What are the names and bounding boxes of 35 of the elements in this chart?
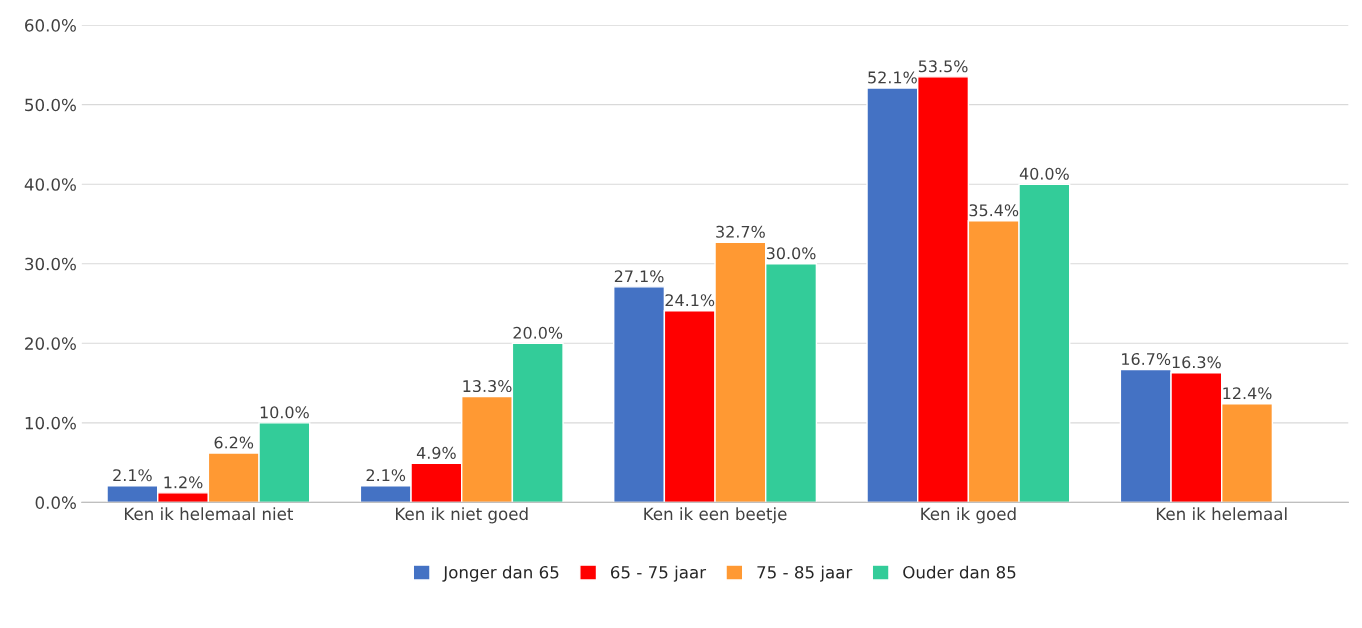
data-label: 13.3% (463, 380, 512, 393)
data-label: 6.2% (214, 436, 254, 449)
y-tick-label: 10.0% (25, 416, 76, 430)
y-tick-label: 20.0% (25, 337, 76, 350)
data-label: 2.1% (366, 469, 406, 482)
y-tick-label: 30.0% (25, 257, 76, 271)
data-label: 2.1% (113, 469, 152, 482)
data-label: 16.3% (1172, 356, 1221, 369)
data-label: 4.9% (416, 446, 456, 459)
x-tick-label: Ken ik niet goed (396, 507, 528, 524)
x-tick-label: Ken ik een beetje (644, 507, 787, 524)
data-label: 16.7% (1122, 352, 1171, 366)
y-tick-label: 40.0% (24, 178, 76, 191)
data-label: 53.5% (918, 60, 968, 73)
x-tick-label: Ken ik helemaal (1156, 507, 1287, 521)
legend-label: Jonger dan 65 (442, 565, 559, 582)
data-label: 27.1% (614, 270, 664, 283)
data-label: 35.4% (969, 204, 1019, 217)
x-tick-label: Ken ik goed (921, 507, 1016, 524)
data-label: 12.4% (1223, 387, 1272, 400)
data-label: 20.0% (513, 326, 563, 339)
x-tick-label: Ken ik helemaal niet (124, 507, 294, 521)
legend-label: Ouder dan 85 (903, 565, 1016, 579)
y-tick-label: 60.0% (25, 19, 76, 32)
data-label: 40.0% (1019, 167, 1069, 180)
y-tick-label: 0.0% (35, 496, 76, 509)
data-label: 10.0% (260, 406, 309, 419)
legend-label: 65 - 75 jaar (610, 565, 707, 582)
data-label: 24.1% (665, 294, 715, 307)
y-tick-label: 50.0% (25, 98, 76, 112)
legend-label: 75 - 85 jaar (757, 565, 853, 582)
data-label: 32.7% (716, 225, 765, 238)
data-label: 30.0% (766, 247, 816, 260)
data-label: 1.2% (164, 476, 203, 489)
data-label: 52.1% (868, 71, 917, 84)
